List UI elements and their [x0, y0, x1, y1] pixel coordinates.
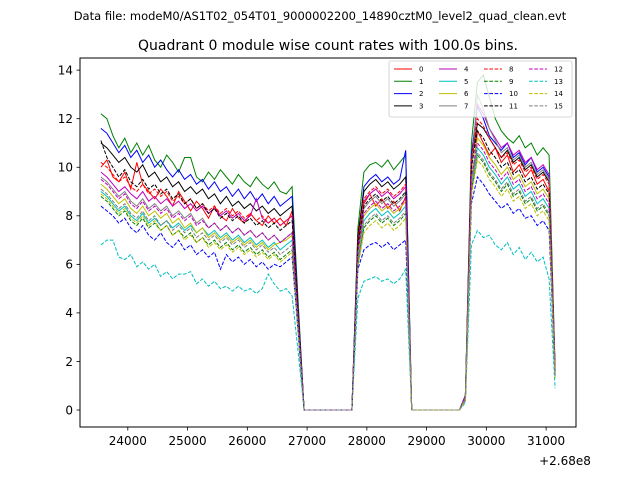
y-tick-label: 4 [65, 306, 73, 320]
legend-label-8: 8 [509, 66, 513, 74]
series-line-9 [100, 153, 556, 411]
legend-label-13: 13 [554, 78, 563, 86]
x-tick-label: 27000 [288, 434, 326, 448]
x-tick-label: 30000 [467, 434, 505, 448]
x-tick-label: 31000 [527, 434, 565, 448]
y-axis: 0 2 4 6 8 10 12 14 [58, 63, 80, 417]
x-tick-label: 28000 [348, 434, 386, 448]
plot-area-frame [79, 57, 577, 428]
x-offset-label: +2.68e8 [539, 454, 591, 468]
series-layer [100, 73, 556, 411]
legend-label-0: 0 [419, 66, 423, 74]
y-tick-label: 0 [65, 403, 73, 417]
legend-label-4: 4 [464, 66, 469, 74]
legend-label-7: 7 [464, 102, 468, 110]
x-tick-label: 26000 [228, 434, 266, 448]
legend-label-14: 14 [554, 90, 563, 98]
y-tick-label: 6 [65, 258, 73, 272]
x-axis: 24000 25000 26000 27000 28000 29000 30000 31000 [109, 427, 565, 448]
legend-label-9: 9 [509, 78, 513, 86]
legend-label-3: 3 [419, 102, 423, 110]
figure-suptitle: Data file: modeM0/AS1T02_054T01_90000022… [74, 9, 567, 23]
y-tick-label: 10 [58, 161, 73, 175]
legend-label-5: 5 [464, 78, 468, 86]
y-tick-label: 8 [65, 209, 73, 223]
series-line-15 [100, 151, 556, 411]
legend-label-10: 10 [509, 90, 518, 98]
legend-label-11: 11 [509, 102, 518, 110]
x-tick-label: 29000 [408, 434, 446, 448]
legend-label-6: 6 [464, 90, 469, 98]
x-tick-label: 25000 [168, 434, 206, 448]
legend-label-1: 1 [419, 78, 423, 86]
legend-label-15: 15 [554, 102, 563, 110]
y-tick-label: 14 [58, 63, 73, 77]
legend-label-2: 2 [419, 90, 423, 98]
x-tick-label: 24000 [109, 434, 147, 448]
legend-label-12: 12 [554, 66, 563, 74]
legend-box [388, 60, 573, 118]
y-tick-label: 12 [58, 112, 73, 126]
y-tick-label: 2 [65, 355, 73, 369]
chart-title: Quadrant 0 module wise count rates with … [138, 38, 518, 54]
